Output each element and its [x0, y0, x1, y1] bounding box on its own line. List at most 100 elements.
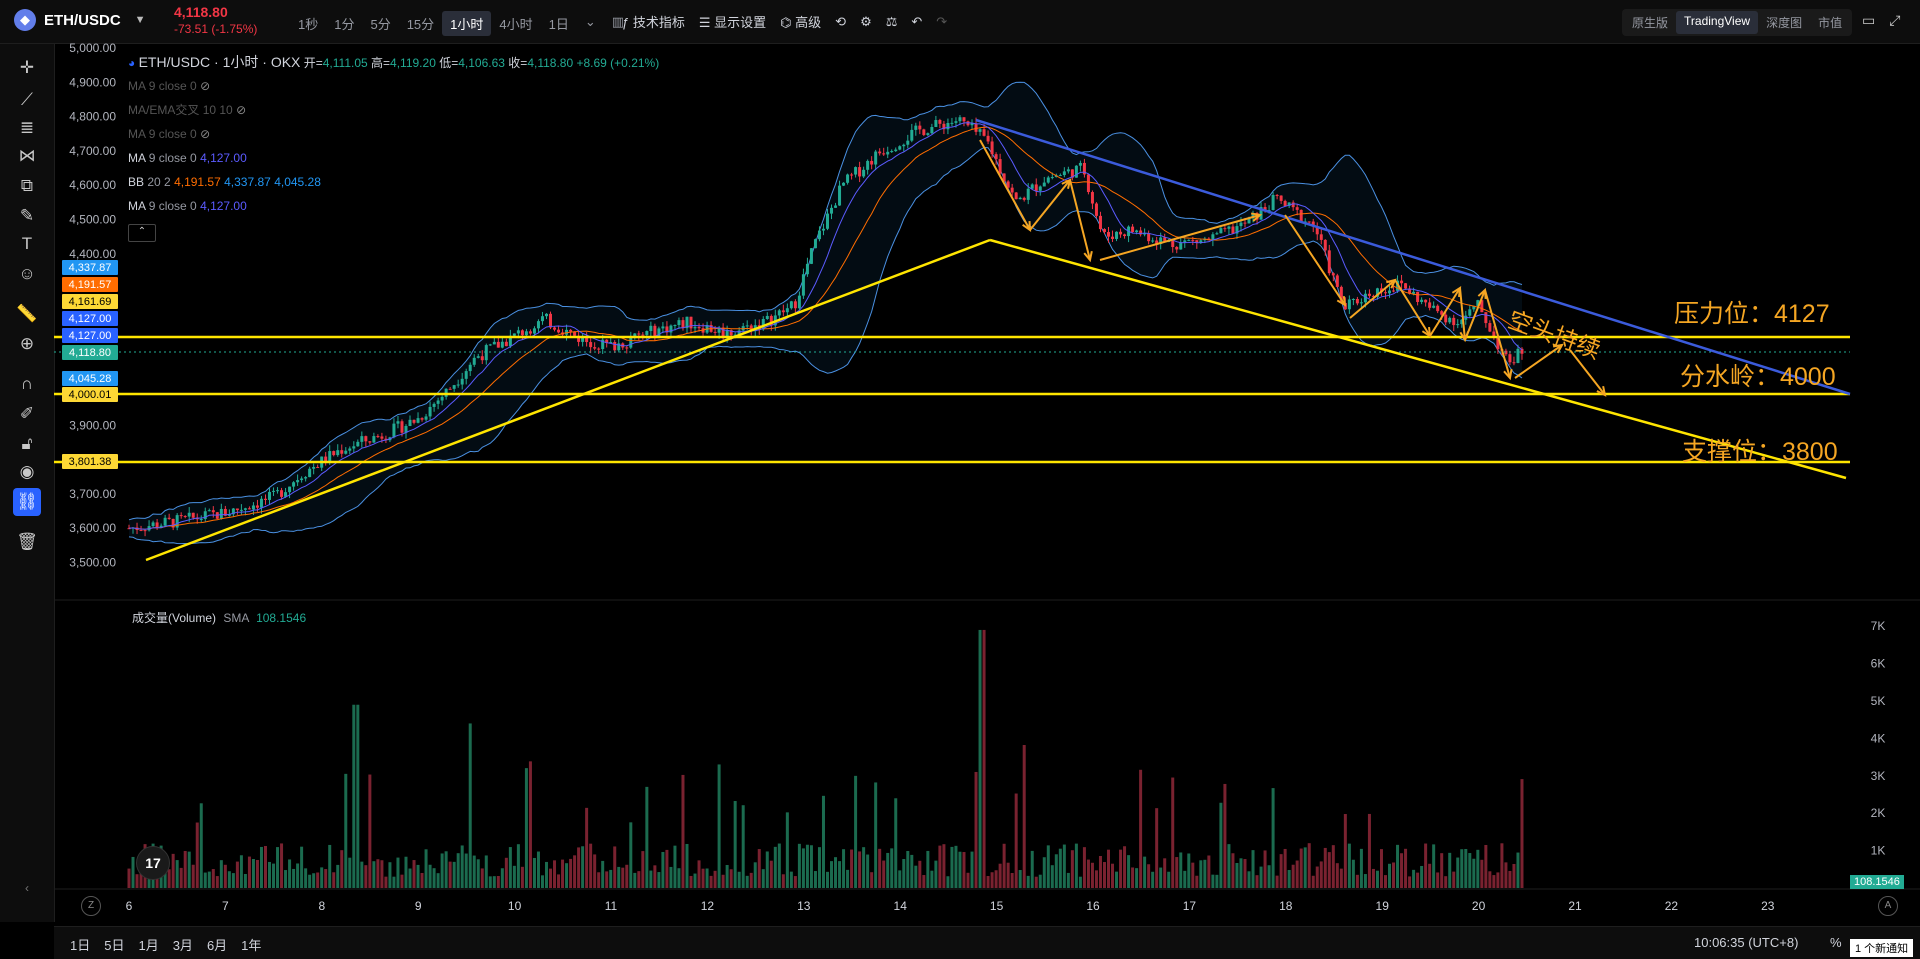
undo-icon[interactable]: ↶: [911, 13, 923, 29]
candle-body: [428, 406, 432, 417]
tf-1d[interactable]: 1日: [548, 17, 569, 32]
eye-off-icon[interactable]: ⊘: [236, 103, 247, 117]
candle-body: [1111, 236, 1115, 239]
tf-15m[interactable]: 15分: [406, 17, 435, 32]
volume-tick-label: 6K: [1871, 657, 1886, 671]
volume-bar: [1476, 849, 1480, 888]
view-native[interactable]: 原生版: [1632, 16, 1669, 30]
volume-bar: [994, 870, 998, 888]
indicator-row[interactable]: MA/EMA交叉 10 10 ⊘: [128, 100, 659, 124]
indicator-row[interactable]: MA 9 close 0 4,127.00: [128, 148, 659, 172]
exchange-icon: ◕: [128, 56, 136, 70]
candle-body: [1223, 228, 1227, 230]
indicator-row[interactable]: MA 9 close 0 ⊘: [128, 76, 659, 100]
text-icon[interactable]: T: [21, 234, 33, 253]
candle-body: [360, 436, 364, 442]
eye-off-icon[interactable]: ⊘: [200, 79, 211, 93]
tf-5m[interactable]: 5分: [370, 17, 391, 32]
magnet-icon[interactable]: ∩: [20, 374, 34, 393]
pattern-icon[interactable]: ⋈: [18, 146, 36, 165]
range-6m[interactable]: 6月: [206, 938, 228, 953]
tf-1h[interactable]: 1小时: [442, 11, 492, 36]
compare-icon[interactable]: ⚖: [885, 13, 898, 29]
zoom-reset-button[interactable]: Z: [81, 896, 101, 916]
volume-bar: [633, 872, 637, 888]
volume-bar: [247, 856, 251, 888]
indicator-row[interactable]: BB 20 2 4,191.57 4,337.87 4,045.28: [128, 172, 659, 196]
display-settings-button[interactable]: ☰ 显示设置: [699, 12, 766, 31]
volume-bar: [239, 855, 243, 888]
chevron-down-icon[interactable]: ⌄: [584, 14, 596, 29]
ruler-icon[interactable]: 📏: [16, 304, 38, 323]
volume-bar: [1111, 863, 1115, 888]
tf-1m[interactable]: 1分: [334, 17, 355, 32]
clock[interactable]: 10:06:35 (UTC+8): [1694, 935, 1799, 950]
gear-icon[interactable]: ⚙: [860, 13, 872, 29]
auto-scale-button[interactable]: A: [1878, 896, 1898, 916]
chevron-down-icon[interactable]: ▼: [134, 14, 146, 26]
trendline-icon[interactable]: ⟋: [21, 90, 33, 109]
eye-off-icon[interactable]: ⊘: [200, 127, 211, 141]
volume-bar: [1311, 875, 1315, 888]
candle-body: [1383, 292, 1387, 294]
candle-body: [882, 153, 886, 155]
collapse-toolbar-icon[interactable]: ‹: [25, 881, 29, 895]
tf-4h[interactable]: 4小时: [499, 17, 533, 32]
expand-icon[interactable]: ⤢: [1889, 12, 1901, 28]
fib-icon[interactable]: ≣: [19, 118, 35, 137]
volume-bar: [549, 868, 553, 888]
lock-icon[interactable]: 🔓︎: [21, 434, 33, 453]
lock-pencil-icon[interactable]: ✐: [19, 404, 35, 423]
candle-body: [805, 263, 809, 275]
advanced-button[interactable]: ⌬ 高级: [780, 12, 821, 31]
zoom-icon[interactable]: ⊕: [19, 334, 35, 353]
emoji-icon[interactable]: ☺: [18, 264, 36, 283]
tradingview-logo[interactable]: 17: [136, 846, 170, 880]
crosshair-icon[interactable]: ✛: [19, 58, 35, 77]
volume-bar: [364, 865, 368, 888]
range-1y[interactable]: 1年: [241, 938, 262, 953]
range-5d[interactable]: 5日: [104, 938, 125, 953]
volume-bar: [452, 861, 456, 888]
percent-toggle[interactable]: %: [1830, 935, 1842, 950]
measure-tools-icon[interactable]: ⧉: [20, 176, 34, 195]
tf-1s[interactable]: 1秒: [298, 17, 319, 32]
range-1d[interactable]: 1日: [70, 938, 91, 953]
indicator-row[interactable]: MA 9 close 0 4,127.00: [128, 196, 659, 220]
indicators-button[interactable]: ƒ 技术指标: [622, 12, 685, 31]
collapse-icon[interactable]: ⌃: [128, 224, 156, 242]
candle-body: [488, 344, 492, 346]
view-marketcap[interactable]: 市值: [1818, 16, 1843, 30]
range-3m[interactable]: 3月: [172, 938, 193, 953]
view-tradingview[interactable]: TradingView: [1676, 11, 1759, 34]
candle-body: [528, 331, 532, 334]
brush-icon[interactable]: ✎: [19, 206, 35, 225]
indicator-name: MA: [128, 199, 146, 213]
arrow-head: [1459, 331, 1470, 343]
candle-body: [625, 347, 629, 349]
volume-bar: [1388, 863, 1392, 888]
volume-bar: [773, 846, 777, 888]
candle-type-icon[interactable]: ▥: [611, 14, 625, 29]
redo-icon[interactable]: ↷: [936, 13, 948, 29]
candle-body: [930, 127, 934, 134]
indicator-row[interactable]: MA 9 close 0 ⊘: [128, 124, 659, 148]
symbol-selector[interactable]: ◆ ETH/USDC ▼: [14, 9, 146, 31]
candle-body: [408, 419, 412, 427]
range-1m[interactable]: 1月: [138, 938, 159, 953]
view-depth[interactable]: 深度图: [1766, 16, 1803, 30]
volume-bar: [1102, 862, 1106, 888]
volume-bar: [131, 856, 135, 888]
volume-bar: [958, 851, 962, 888]
fullscreen-icon[interactable]: ▭: [1862, 12, 1876, 28]
candle-body: [1010, 187, 1014, 193]
volume-bar: [308, 874, 312, 888]
volume-bar: [312, 873, 316, 888]
eye-icon[interactable]: ◉: [19, 462, 35, 481]
notification-badge[interactable]: 1 个新通知: [1850, 939, 1914, 957]
replay-icon[interactable]: ⟲: [835, 13, 847, 29]
candle-body: [416, 418, 420, 423]
volume-bar: [392, 876, 396, 888]
trash-icon[interactable]: 🗑︎: [16, 532, 38, 551]
link-icon[interactable]: ⛓: [13, 488, 41, 516]
